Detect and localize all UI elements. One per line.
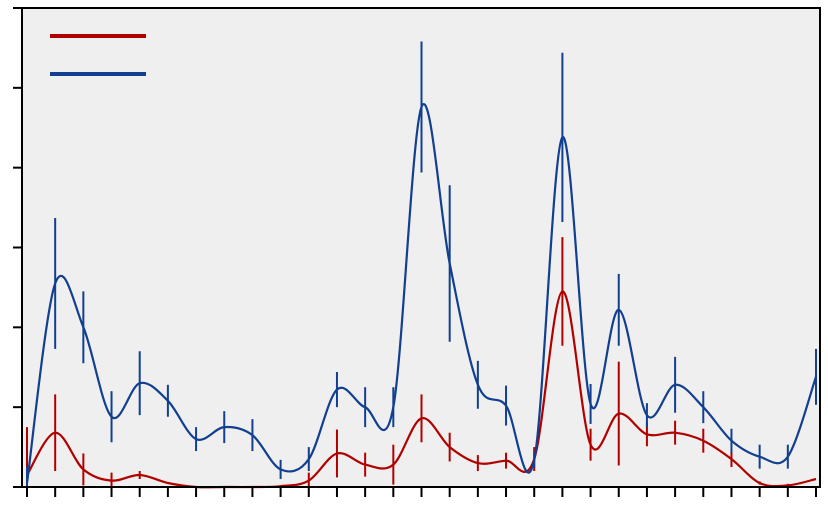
series-line: [25, 103, 818, 484]
legend: [50, 34, 146, 76]
series-1: [26, 237, 817, 489]
series-2: [25, 41, 818, 487]
series-layer: [25, 41, 818, 489]
plot-frame: [21, 7, 821, 488]
y-axis-ticks: [13, 7, 22, 488]
x-axis-ticks: [26, 487, 817, 497]
